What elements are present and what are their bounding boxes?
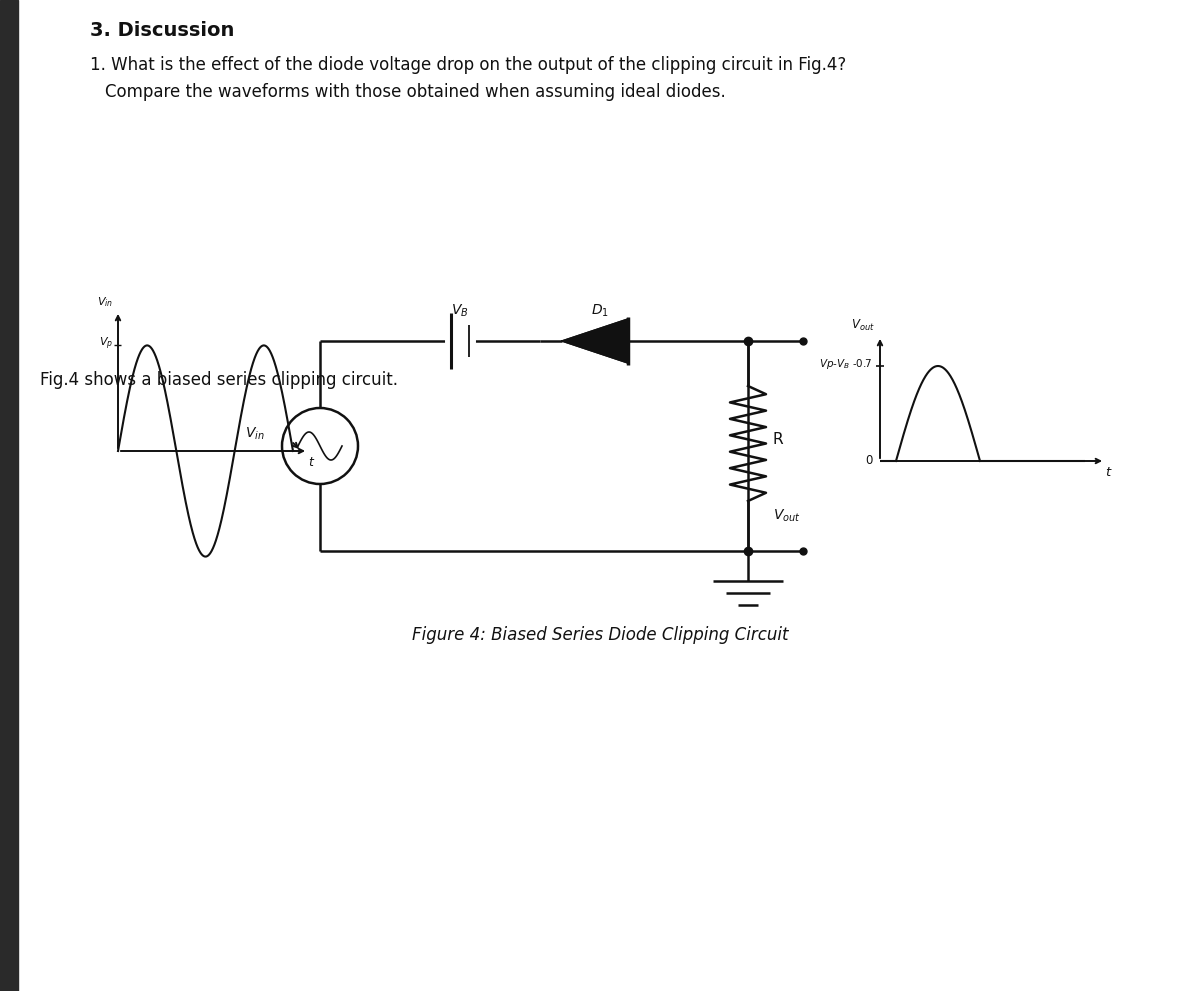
Text: t: t: [1105, 466, 1111, 479]
Text: $V_{out}$: $V_{out}$: [773, 507, 800, 524]
Text: $V_p$: $V_p$: [98, 336, 113, 353]
Text: Fig.4 shows a biased series clipping circuit.: Fig.4 shows a biased series clipping cir…: [40, 371, 398, 389]
Text: R: R: [773, 431, 784, 447]
Text: Figure 4: Biased Series Diode Clipping Circuit: Figure 4: Biased Series Diode Clipping C…: [412, 626, 788, 644]
Text: t: t: [308, 456, 313, 469]
Text: $V_B$: $V_B$: [451, 302, 469, 319]
Polygon shape: [562, 319, 628, 363]
Text: Compare the waveforms with those obtained when assuming ideal diodes.: Compare the waveforms with those obtaine…: [106, 83, 726, 101]
Text: 1. What is the effect of the diode voltage drop on the output of the clipping ci: 1. What is the effect of the diode volta…: [90, 56, 846, 74]
Text: $V_{in}$: $V_{in}$: [97, 295, 113, 309]
Text: $V_{in}$: $V_{in}$: [245, 426, 265, 442]
Text: $D_1$: $D_1$: [592, 302, 608, 319]
Text: $V_{out}$: $V_{out}$: [851, 318, 875, 333]
Text: 0: 0: [865, 455, 874, 468]
Bar: [0, 0, 18, 991]
Text: $Vp$-$V_B$ -0.7: $Vp$-$V_B$ -0.7: [820, 357, 874, 371]
Text: 3. Discussion: 3. Discussion: [90, 21, 234, 40]
